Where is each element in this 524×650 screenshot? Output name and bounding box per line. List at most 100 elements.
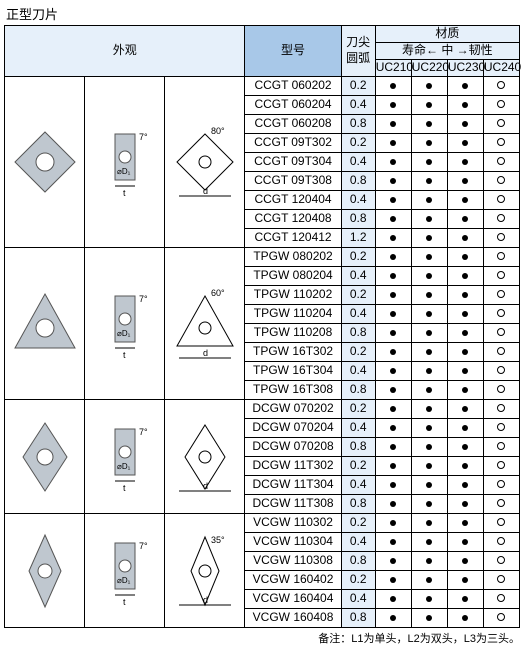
svg-text:7°: 7° [139,541,148,551]
insert-plan-icon: 60° d [167,286,243,362]
mark-cell [483,609,519,628]
dot-icon [426,463,432,469]
dot-icon [462,292,468,298]
nose-cell: 0.4 [341,267,375,286]
circle-icon [497,309,505,317]
dot-icon [390,254,396,260]
model-cell: TPGW 080202 [245,248,341,267]
nose-cell: 0.2 [341,248,375,267]
dot-icon [462,159,468,165]
mark-cell [375,362,411,381]
mark-cell [483,248,519,267]
appearance-side: 7° ⌀D₁ t [85,77,165,248]
mark-cell [483,305,519,324]
mark-cell [411,552,447,571]
mark-cell [375,533,411,552]
dot-icon [426,159,432,165]
dot-icon [390,387,396,393]
mark-cell [483,438,519,457]
mark-cell [483,77,519,96]
mark-cell [411,438,447,457]
mark-cell [411,134,447,153]
svg-text:7°: 7° [139,427,148,437]
dot-icon [426,577,432,583]
dot-icon [426,520,432,526]
dot-icon [462,577,468,583]
hdr-scale: 寿命← 中 →韧性 [375,43,519,60]
model-cell: CCGT 060204 [245,96,341,115]
nose-cell: 0.8 [341,324,375,343]
mark-cell [411,191,447,210]
dot-icon [390,311,396,317]
dot-icon [426,387,432,393]
mark-cell [483,362,519,381]
dot-icon [462,444,468,450]
dot-icon [390,577,396,583]
model-cell: DCGW 070204 [245,419,341,438]
mark-cell [411,514,447,533]
model-cell: VCGW 110304 [245,533,341,552]
mark-cell [375,305,411,324]
mark-cell [483,381,519,400]
svg-text:d: d [203,348,208,358]
circle-icon [497,518,505,526]
circle-icon [497,461,505,469]
mark-cell [483,533,519,552]
dot-icon [390,349,396,355]
mark-cell [483,476,519,495]
svg-text:80°: 80° [211,126,225,136]
appearance-side: 7° ⌀D₁ t [85,400,165,514]
mark-cell [411,248,447,267]
table-row: 7° ⌀D₁ t d DCGW 070202 0.2 [5,400,520,419]
dot-icon [426,615,432,621]
dot-icon [390,121,396,127]
mark-cell [447,381,483,400]
nose-cell: 0.4 [341,305,375,324]
dot-icon [462,235,468,241]
dot-icon [462,368,468,374]
mark-cell [447,552,483,571]
insert-render-icon [7,419,83,495]
nose-cell: 0.4 [341,153,375,172]
dot-icon [390,368,396,374]
dot-icon [390,83,396,89]
mark-cell [483,419,519,438]
mark-cell [447,115,483,134]
nose-cell: 0.2 [341,286,375,305]
hdr-grade-2: UC230 [447,60,483,77]
mark-cell [411,153,447,172]
model-cell: TPGW 16T304 [245,362,341,381]
mark-cell [411,400,447,419]
svg-text:⌀D₁: ⌀D₁ [117,462,131,471]
insert-side-icon: 7° ⌀D₁ t [87,124,163,200]
circle-icon [497,575,505,583]
dot-icon [462,330,468,336]
dot-icon [462,254,468,260]
mark-cell [375,286,411,305]
circle-icon [497,214,505,222]
table-row: 7° ⌀D₁ t 80° d CCGT 060202 0.2 [5,77,520,96]
dot-icon [390,501,396,507]
circle-icon [497,81,505,89]
model-cell: DCGW 11T304 [245,476,341,495]
model-cell: DCGW 070202 [245,400,341,419]
nose-cell: 0.8 [341,495,375,514]
hdr-appearance: 外观 [5,26,245,77]
model-cell: TPGW 110208 [245,324,341,343]
svg-text:7°: 7° [139,132,148,142]
mark-cell [375,153,411,172]
mark-cell [411,77,447,96]
nose-cell: 0.4 [341,96,375,115]
mark-cell [411,476,447,495]
dot-icon [390,235,396,241]
circle-icon [497,176,505,184]
mark-cell [375,476,411,495]
mark-cell [447,229,483,248]
mark-cell [447,248,483,267]
mark-cell [411,324,447,343]
dot-icon [426,406,432,412]
mark-cell [375,590,411,609]
dot-icon [462,83,468,89]
mark-cell [483,286,519,305]
hdr-grade-3: UC240 [483,60,519,77]
